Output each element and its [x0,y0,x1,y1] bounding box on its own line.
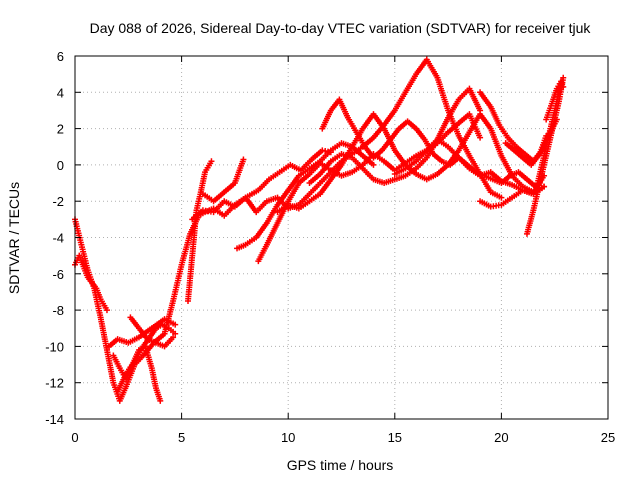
data-trace-markers [149,367,158,389]
y-tick-label: -14 [45,412,64,427]
y-tick-label: 0 [57,158,64,173]
data-series-9 [200,156,247,204]
y-tick-label: 2 [57,122,64,137]
data-trace-markers [185,255,195,302]
plot-frame [75,56,608,419]
x-tick-label: 15 [388,430,402,445]
data-trace-markers [104,349,116,383]
data-trace-markers [394,174,406,182]
x-tick-label: 10 [281,430,295,445]
data-trace-markers [198,171,207,193]
data-trace-markers [490,202,501,209]
y-tick-label: 6 [57,49,64,64]
data-trace-markers [73,219,84,246]
data-trace-markers [435,77,450,111]
y-axis-label: SDTVAR / TECUs [6,182,22,294]
y-tick-label: -6 [52,267,64,282]
y-tick-label: -12 [45,376,64,391]
x-tick-label: 0 [71,430,78,445]
x-tick-label: 25 [601,430,615,445]
x-axis-label: GPS time / hours [287,457,394,473]
x-tick-label: 5 [178,430,185,445]
data-trace-markers [383,177,395,185]
data-series-2 [72,253,110,313]
y-tick-label: -10 [45,339,64,354]
y-tick-label: -8 [52,303,64,318]
y-tick-label: -2 [52,194,64,209]
data-series-20 [533,80,565,195]
data-trace-markers [154,387,163,401]
data-points [72,57,566,404]
y-tick-label: 4 [57,85,64,100]
chart-title: Day 088 of 2026, Sidereal Day-to-day VTE… [90,20,592,36]
x-tick-label: 20 [494,430,508,445]
y-tick-label: -4 [52,231,64,246]
data-trace-markers [341,170,353,178]
grid-lines [75,56,608,419]
data-series-8 [189,57,504,223]
